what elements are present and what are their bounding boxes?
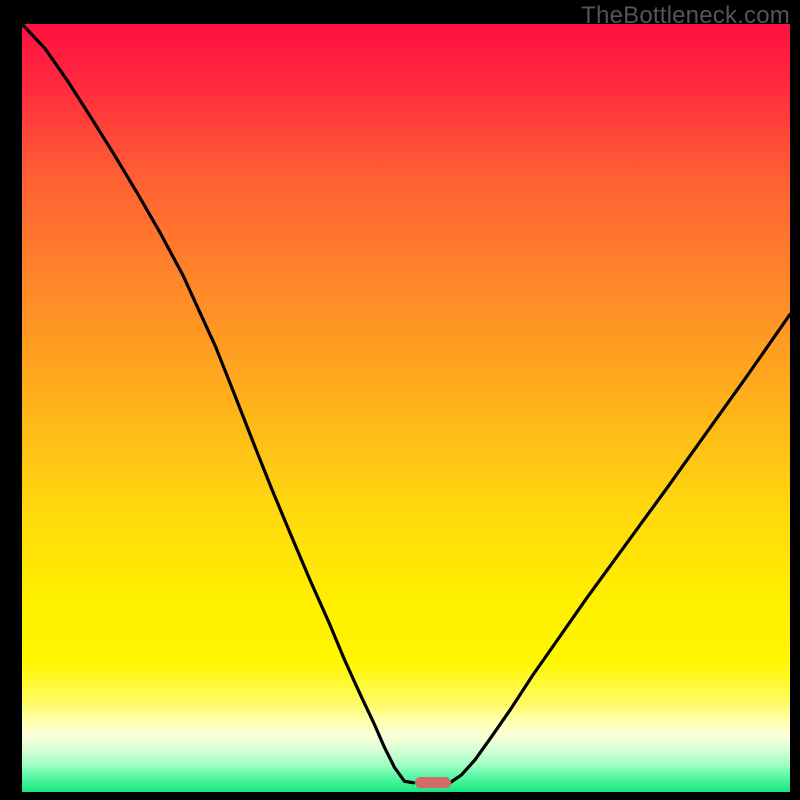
watermark-label: TheBottleneck.com — [581, 2, 790, 30]
chart-stage: TheBottleneck.com — [0, 0, 800, 800]
valley-marker — [415, 777, 450, 788]
plot-area — [22, 24, 790, 792]
